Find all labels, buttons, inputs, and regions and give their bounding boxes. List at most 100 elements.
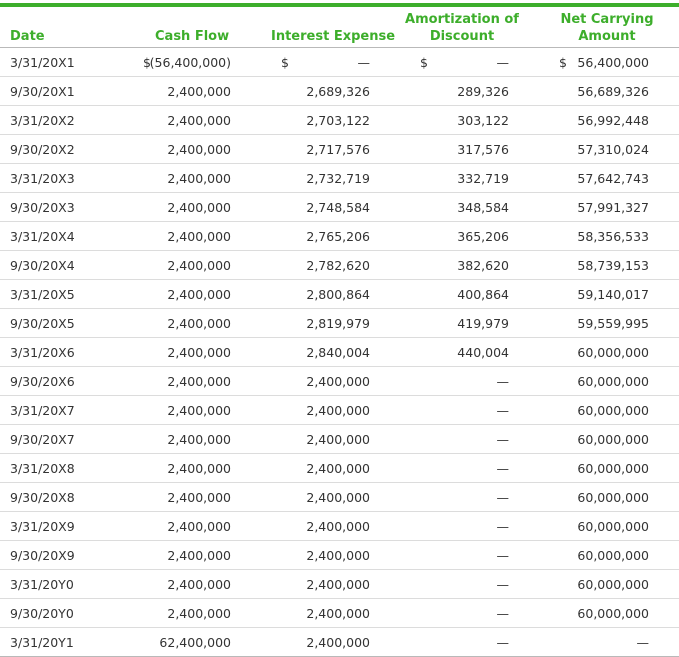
cell-amortization: 382,620	[457, 258, 509, 273]
cell-amortization: 440,004	[457, 345, 509, 360]
cell-net-carrying: 58,739,153	[577, 258, 649, 273]
cell-date: 9/30/20X3	[10, 200, 75, 215]
cell-interest-expense: 2,400,000	[306, 403, 370, 418]
cell-net-carrying: 60,000,000	[577, 577, 649, 592]
cell-cash-flow: 62,400,000	[159, 635, 231, 650]
table-row: 9/30/20X8 2,400,000 2,400,000 — 60,000,000	[0, 483, 679, 512]
cell-interest-expense: 2,765,206	[306, 229, 370, 244]
cell-cash-flow: 2,400,000	[167, 316, 231, 331]
header-net-carrying: Net Carrying Amount	[557, 11, 657, 45]
cell-interest-expense: 2,400,000	[306, 606, 370, 621]
cell-net-carrying: 60,000,000	[577, 461, 649, 476]
cell-net-carrying: 59,559,995	[577, 316, 649, 331]
currency-symbol: $	[143, 55, 151, 70]
cell-net-carrying: —	[636, 635, 650, 650]
cell-interest-expense: 2,400,000	[306, 374, 370, 389]
cell-amortization: —	[496, 635, 510, 650]
cell-interest-expense: 2,400,000	[306, 432, 370, 447]
table-row: 9/30/20X7 2,400,000 2,400,000 — 60,000,000	[0, 425, 679, 454]
cell-date: 3/31/20Y0	[10, 577, 74, 592]
table-row: 3/31/20X3 2,400,000 2,732,719 332,719 57,642…	[0, 164, 679, 193]
cell-net-carrying: 60,000,000	[577, 490, 649, 505]
cell-date: 9/30/20Y0	[10, 606, 74, 621]
cell-interest-expense: 2,400,000	[306, 635, 370, 650]
table-row: 3/31/20X8 2,400,000 2,400,000 — 60,000,000	[0, 454, 679, 483]
header-amortization-line2: Discount	[429, 29, 495, 44]
table-row: 3/31/20Y0 2,400,000 2,400,000 — 60,000,000	[0, 570, 679, 599]
table-row: 9/30/20X3 2,400,000 2,748,584 348,584 57,991…	[0, 193, 679, 222]
table-row: 3/31/20X4 2,400,000 2,765,206 365,206 58,356…	[0, 222, 679, 251]
header-net-carrying-line2: Amount	[578, 29, 636, 44]
cell-amortization: 332,719	[457, 171, 509, 186]
table-row: 3/31/20X9 2,400,000 2,400,000 — 60,000,000	[0, 512, 679, 541]
cell-interest-expense: 2,689,326	[306, 84, 370, 99]
cell-cash-flow: 2,400,000	[167, 229, 231, 244]
cell-amortization: —	[496, 548, 510, 563]
table-row: 9/30/20X4 2,400,000 2,782,620 382,620 58,739…	[0, 251, 679, 280]
cell-amortization: 289,326	[457, 84, 509, 99]
table-row: 3/31/20X7 2,400,000 2,400,000 — 60,000,000	[0, 396, 679, 425]
table-row: 9/30/20X5 2,400,000 2,819,979 419,979 59,559…	[0, 309, 679, 338]
table-row: 3/31/20X1 $ $ $ $ (56,400,000) — —56,400,000	[0, 48, 679, 77]
cell-net-carrying: 60,000,000	[577, 548, 649, 563]
table-header: Date Cash Flow Interest Expense Amortiza…	[0, 7, 679, 48]
cell-interest-expense: 2,782,620	[306, 258, 370, 273]
cell-amortization: 419,979	[457, 316, 509, 331]
cell-amortization: —	[496, 374, 510, 389]
cell-amortization: 303,122	[457, 113, 509, 128]
cell-interest-expense: 2,840,004	[306, 345, 370, 360]
cell-interest-expense: 2,732,719	[306, 171, 370, 186]
cell-cash-flow: 2,400,000	[167, 432, 231, 447]
header-date: Date	[10, 29, 45, 44]
cell-amortization: —	[496, 519, 510, 534]
cell-interest-expense: 2,400,000	[306, 519, 370, 534]
table-row: 9/30/20X2 2,400,000 2,717,576 317,576 57,310…	[0, 135, 679, 164]
cell-net-carrying: 57,991,327	[577, 200, 649, 215]
cell-cash-flow: 2,400,000	[167, 606, 231, 621]
cell-cash-flow: 2,400,000	[167, 461, 231, 476]
cell-amortization: —	[496, 432, 510, 447]
cell-date: 3/31/20X8	[10, 461, 75, 476]
cell-cash-flow: (56,400,000)	[149, 55, 231, 70]
table-row: 3/31/20X5 2,400,000 2,800,864 400,864 59,140…	[0, 280, 679, 309]
table-row: 3/31/20X2 2,400,000 2,703,122 303,122 56,992…	[0, 106, 679, 135]
cell-date: 3/31/20X5	[10, 287, 75, 302]
cell-amortization: —	[496, 461, 510, 476]
cell-date: 3/31/20X9	[10, 519, 75, 534]
currency-symbol: $	[420, 55, 428, 70]
cell-interest-expense: 2,748,584	[306, 200, 370, 215]
table-body: 3/31/20X1 $ $ $ $ (56,400,000) — —56,400,000 9/3…	[0, 48, 679, 657]
cell-date: 3/31/20X1	[10, 55, 75, 70]
header-amortization-line1: Amortization of	[405, 12, 519, 27]
cell-cash-flow: 2,400,000	[167, 374, 231, 389]
cell-amortization: 348,584	[457, 200, 509, 215]
cell-cash-flow: 2,400,000	[167, 577, 231, 592]
cell-net-carrying: 60,000,000	[577, 374, 649, 389]
cell-cash-flow: 2,400,000	[167, 548, 231, 563]
cell-interest-expense: 2,400,000	[306, 490, 370, 505]
cell-net-carrying: 57,310,024	[577, 142, 649, 157]
cell-interest-expense: 2,400,000	[306, 461, 370, 476]
table-row: 9/30/20X9 2,400,000 2,400,000 — 60,000,000	[0, 541, 679, 570]
cell-cash-flow: 2,400,000	[167, 171, 231, 186]
cell-cash-flow: 2,400,000	[167, 200, 231, 215]
accent-bar	[0, 3, 679, 7]
cell-net-carrying: 57,642,743	[577, 171, 649, 186]
cell-date: 3/31/20X4	[10, 229, 75, 244]
cell-amortization: —	[496, 577, 510, 592]
cell-net-carrying: 60,000,000	[577, 606, 649, 621]
cell-interest-expense: 2,703,122	[306, 113, 370, 128]
cell-cash-flow: 2,400,000	[167, 113, 231, 128]
cell-date: 9/30/20X6	[10, 374, 75, 389]
cell-interest-expense: 2,800,864	[306, 287, 370, 302]
header-net-carrying-line1: Net Carrying	[560, 12, 654, 27]
cell-net-carrying: 60,000,000	[577, 519, 649, 534]
cell-date: 9/30/20X2	[10, 142, 75, 157]
currency-symbol: $	[559, 55, 567, 70]
cell-cash-flow: 2,400,000	[167, 345, 231, 360]
cell-net-carrying: 58,356,533	[577, 229, 649, 244]
cell-interest-expense: 2,717,576	[306, 142, 370, 157]
amortization-schedule: Date Cash Flow Interest Expense Amortiza…	[0, 3, 679, 657]
cell-net-carrying: 60,000,000	[577, 432, 649, 447]
cell-amortization: 317,576	[457, 142, 509, 157]
